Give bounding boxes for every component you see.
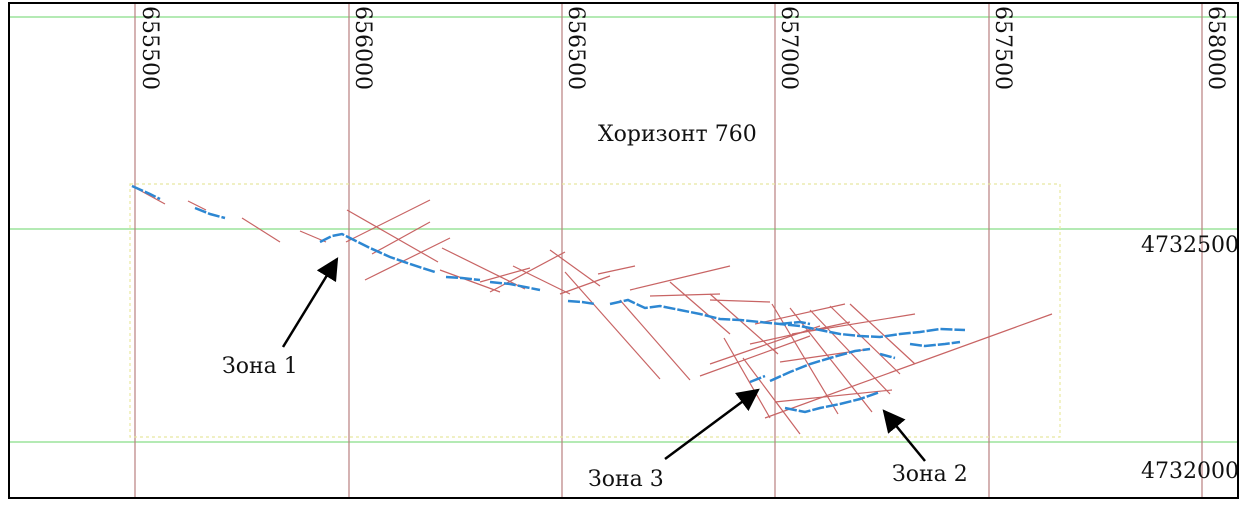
easting-label-655500: 655500	[137, 6, 162, 90]
fault-line-16	[597, 265, 636, 275]
fault-line-32	[829, 305, 901, 375]
map-title: Хоризонт 760	[598, 122, 757, 147]
easting-label-656000: 656000	[350, 6, 375, 90]
vein-trace-7	[909, 340, 961, 348]
fault-line-5	[345, 199, 431, 243]
zone-2-label: Зона 2	[892, 462, 968, 487]
vein-trace-3	[445, 275, 481, 282]
easting-label-658000: 658000	[1203, 6, 1228, 90]
fault-line-26	[742, 357, 801, 435]
fault-line-24	[723, 337, 771, 419]
fault-line-4	[346, 209, 439, 263]
fault-line-29	[789, 307, 873, 413]
fault-line-15	[564, 271, 661, 380]
vein-trace-9	[749, 374, 766, 384]
northing-label-4732000: 4732000	[1141, 459, 1239, 484]
fault-line-13	[549, 249, 601, 287]
map-frame: 655500 656000 656500 657000 657500 65800…	[8, 2, 1239, 499]
easting-label-657000: 657000	[776, 6, 801, 90]
fault-line-6	[371, 221, 431, 255]
fault-line-22	[699, 335, 811, 377]
vein-trace-4	[489, 280, 541, 292]
vein-trace-2	[319, 232, 436, 274]
fault-line-7	[364, 237, 451, 281]
zone-1-label: Зона 1	[222, 354, 298, 379]
fault-line-34	[764, 313, 1053, 419]
northing-label-4732500: 4732500	[1141, 233, 1239, 258]
study-area-boundary	[129, 183, 1061, 438]
fault-line-17	[619, 299, 691, 381]
map-canvas	[10, 4, 1237, 497]
vein-trace-5	[567, 299, 596, 306]
fault-line-1	[187, 200, 207, 211]
vein-trace-8	[769, 347, 871, 383]
fault-line-12	[512, 265, 571, 295]
fault-line-11	[489, 251, 566, 293]
fault-line-27	[754, 303, 846, 325]
fault-line-35	[774, 389, 893, 403]
zone-2-arrow	[882, 409, 926, 462]
fault-line-2	[241, 217, 281, 243]
vein-trace-10	[784, 390, 881, 414]
vein-trace-6	[609, 298, 966, 339]
fault-line-14	[559, 275, 611, 295]
fault-line-36	[709, 299, 771, 303]
fault-line-30	[791, 313, 916, 335]
vein-trace-12	[779, 320, 811, 326]
fault-line-33	[849, 303, 916, 365]
vein-trace-1	[194, 206, 226, 220]
fault-line-8	[439, 269, 501, 293]
vein-trace-0	[131, 184, 161, 201]
vein-trace-11	[879, 352, 896, 360]
fault-line-18	[629, 265, 731, 291]
easting-label-656500: 656500	[563, 6, 588, 90]
zone-3-label: Зона 3	[588, 467, 664, 492]
zone-1-arrow	[281, 257, 339, 348]
fault-line-20	[669, 281, 731, 335]
fault-line-9	[441, 247, 526, 290]
zone-3-arrow	[664, 388, 760, 461]
easting-label-657500: 657500	[990, 6, 1015, 90]
